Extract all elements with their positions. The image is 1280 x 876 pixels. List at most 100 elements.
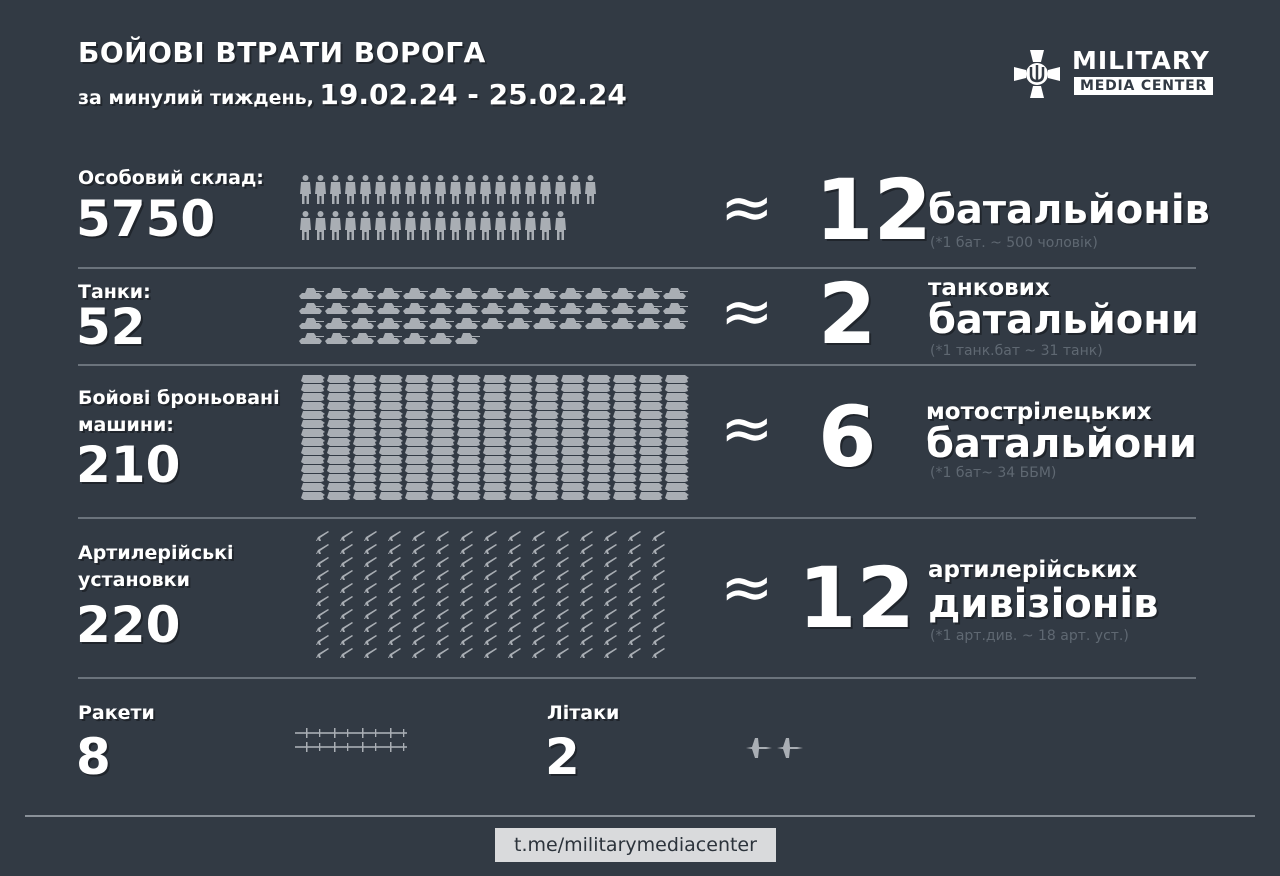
armored-vehicle-icon [613,429,637,437]
artillery-icon [619,570,641,580]
artillery-icon [355,544,377,554]
tank-icon [325,303,350,314]
artillery-icon [451,557,473,567]
artillery-icon [307,622,329,632]
armored-vehicle-icon [561,402,585,410]
artillery-icon [571,648,593,658]
tanks-unit: батальйони [928,297,1199,343]
artillery-icon [331,531,353,541]
tank-icon [507,303,532,314]
artillery-icon [643,635,665,645]
tank-icon [325,333,350,344]
armored-vehicle-icon [639,465,663,473]
page-title: БОЙОВІ ВТРАТИ ВОРОГА [78,36,486,69]
armored-vehicle-icon [327,420,351,428]
tank-icon [663,303,688,314]
tank-icon [637,288,662,299]
artillery-icon [475,609,497,619]
artillery-icon [523,583,545,593]
soldier-icon [435,211,446,240]
tank-icon [377,288,402,299]
armored-vehicle-icon [483,420,507,428]
artillery-icon [547,596,569,606]
artillery-icon [379,622,401,632]
armored-vehicle-icon [327,429,351,437]
artillery-icon [379,531,401,541]
tank-icon [351,303,376,314]
tank-icon [585,288,610,299]
divider [78,517,1196,519]
armored-vehicle-icon [639,492,663,500]
artillery-icon [595,648,617,658]
armored-vehicle-icon [353,402,377,410]
armored-vehicle-icon [509,384,533,392]
artillery-icon [355,557,377,567]
soldier-icon [375,175,386,204]
armored-vehicle-icon [379,456,403,464]
artillery-icon [403,570,425,580]
armored-vehicle-icon [483,438,507,446]
armored-vehicle-icon [561,447,585,455]
soldier-icon [510,211,521,240]
artillery-label-2: установки [78,569,190,591]
soldier-icon [435,175,446,204]
armored-vehicle-icon [301,483,325,491]
soldier-icon [420,175,431,204]
armored-vehicle-icon [509,420,533,428]
armored-vehicle-icon [665,411,689,419]
logo-line1: MILITARY [1072,46,1210,75]
artillery-icon [379,609,401,619]
aircraft-label: Літаки [547,702,620,724]
armored-vehicle-icon [353,384,377,392]
armored-vehicle-icon [301,438,325,446]
armored-vehicle-icon [535,393,559,401]
armored-vehicle-icon [535,375,559,383]
artillery-icon [451,635,473,645]
telegram-link[interactable]: t.me/militarymediacenter [495,828,776,862]
armored-vehicle-icon [509,438,533,446]
armored-vehicle-icon [327,483,351,491]
artillery-icon [547,557,569,567]
tank-icon [637,318,662,329]
artillery-icon [355,622,377,632]
armored-vehicle-icon [457,474,481,482]
soldier-icon [345,211,356,240]
artillery-icon [427,557,449,567]
artillery-icon [307,557,329,567]
missiles-value: 8 [76,728,111,786]
soldier-icon [540,175,551,204]
armored-vehicle-icon [301,420,325,428]
artillery-icon [475,635,497,645]
artillery-unit-small: артилерійських [928,557,1138,583]
artillery-icon [523,596,545,606]
artillery-icon [307,544,329,554]
armored-vehicle-icon [301,447,325,455]
armored-vehicle-icon [379,411,403,419]
artillery-icon [427,583,449,593]
tank-icon [637,303,662,314]
tank-icon [507,318,532,329]
artillery-icon [499,596,521,606]
armored-vehicle-icon [509,393,533,401]
armored-vehicle-icon [405,456,429,464]
personnel-value: 5750 [76,190,216,248]
armored-vehicle-icon [353,456,377,464]
armored-vehicle-icon [483,492,507,500]
artillery-icon [403,531,425,541]
armored-vehicle-icon [639,402,663,410]
armored-vehicle-icon [483,483,507,491]
soldier-icon [450,175,461,204]
armored-vehicle-icon [327,438,351,446]
armored-vehicle-icon [561,375,585,383]
armored-vehicle-icon [379,492,403,500]
approx-symbol: ≈ [720,551,774,625]
soldier-icon [405,211,416,240]
armored-vehicle-icon [665,483,689,491]
armored-vehicle-icon [587,384,611,392]
tank-icon [299,333,324,344]
armored-vehicle-icon [535,474,559,482]
armored-vehicle-icon [509,447,533,455]
artillery-icon [499,648,521,658]
ifv-note: (*1 бат~ 34 ББМ) [930,465,1057,481]
artillery-icon [475,544,497,554]
